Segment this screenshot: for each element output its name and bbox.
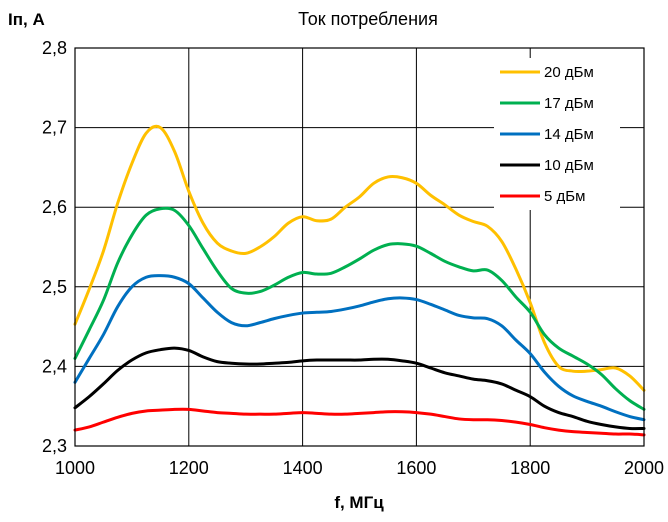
legend-label: 17 дБм: [544, 95, 594, 112]
y-tick-label: 2,5: [42, 277, 67, 297]
y-axis-title: Iп, А: [8, 10, 45, 29]
legend-label: 5 дБм: [544, 188, 585, 205]
legend-label: 14 дБм: [544, 126, 594, 143]
series-line-1: [73, 206, 646, 411]
y-tick-label: 2,3: [42, 436, 67, 456]
chart-title: Ток потребления: [298, 9, 438, 29]
x-tick-label: 1200: [169, 458, 209, 478]
series-line-2: [73, 274, 646, 422]
series-line-3: [73, 346, 646, 431]
x-tick-label: 1400: [283, 458, 323, 478]
x-tick-label: 1000: [55, 458, 95, 478]
y-tick-label: 2,6: [42, 197, 67, 217]
tick-labels: 1000 1200 1400 1600 1800 2000 2,3 2,4 2,5 2,6 2,7 2…: [42, 38, 664, 478]
legend-label: 10 дБм: [544, 157, 594, 174]
x-axis-title: f, МГц: [334, 493, 384, 512]
legend: 20 дБм 17 дБм 14 дБм 10 дБм 5 дБм: [494, 58, 620, 210]
series-line-4: [73, 407, 646, 437]
x-tick-label: 1800: [510, 458, 550, 478]
legend-label: 20 дБм: [544, 64, 594, 81]
x-tick-label: 2000: [624, 458, 664, 478]
x-tick-label: 1600: [396, 458, 436, 478]
y-tick-label: 2,7: [42, 118, 67, 138]
series-lines: [73, 124, 646, 437]
y-tick-label: 2,4: [42, 356, 67, 376]
series-line-0: [73, 124, 646, 392]
y-tick-label: 2,8: [42, 38, 67, 58]
plot-area-frame: [74, 47, 645, 447]
